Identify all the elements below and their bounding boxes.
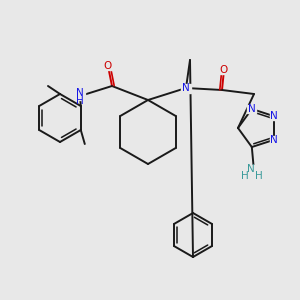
Bar	[75, 90, 85, 100]
Text: H: H	[255, 171, 263, 181]
Text: N: N	[76, 88, 84, 98]
Text: H: H	[76, 96, 84, 106]
Bar	[248, 164, 259, 173]
Text: N: N	[247, 164, 255, 174]
Bar	[103, 62, 112, 70]
Text: N: N	[182, 83, 190, 93]
Bar	[220, 66, 229, 74]
Text: N: N	[270, 111, 278, 121]
Text: H: H	[241, 171, 249, 181]
Bar	[247, 105, 256, 113]
Bar	[270, 136, 279, 144]
Text: N: N	[270, 135, 278, 145]
Text: O: O	[220, 65, 228, 75]
Text: O: O	[104, 61, 112, 71]
Bar	[181, 83, 191, 92]
Text: N: N	[248, 104, 256, 114]
Bar	[270, 112, 279, 120]
